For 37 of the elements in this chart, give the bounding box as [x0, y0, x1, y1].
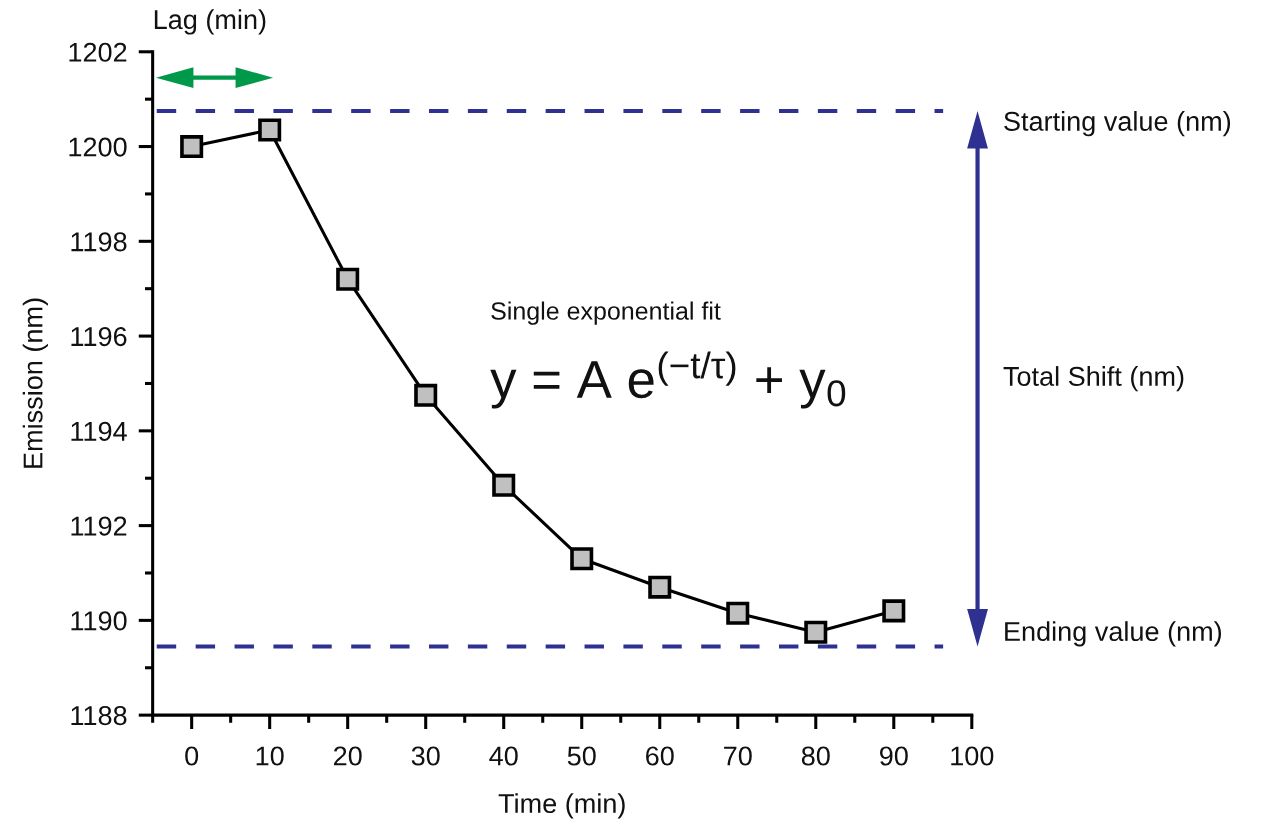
- x-tick-label: 100: [951, 746, 994, 766]
- point: [648, 575, 672, 599]
- point: [180, 135, 204, 159]
- x-tick-label: 50: [567, 746, 596, 766]
- x-tick-label: 90: [880, 746, 908, 766]
- y-axis-title: Emission (nm): [22, 298, 48, 468]
- y-tick-label: 1198: [71, 232, 127, 252]
- x-tick-label: 20: [333, 746, 362, 766]
- x-tick-label: 40: [489, 746, 518, 766]
- ref-line-label: Starting value (nm): [1004, 111, 1231, 137]
- point: [804, 620, 828, 644]
- x-axis-title: Time (min): [498, 793, 625, 819]
- point: [570, 547, 594, 571]
- point: [414, 383, 438, 407]
- text: Total Shift (nm): [1003, 366, 1184, 392]
- y-tick-label: 1194: [71, 421, 127, 441]
- x-tick-label: 80: [801, 746, 830, 766]
- x-tick-label: 30: [411, 746, 440, 766]
- y-tick-label: 1190: [71, 611, 127, 631]
- y-tick-label: 1192: [71, 516, 127, 536]
- x-tick-label: 0: [185, 746, 199, 766]
- annotation: Single exponential fit: [491, 301, 721, 325]
- x-tick-label: 10: [256, 746, 284, 766]
- text: Lag (min): [154, 9, 266, 35]
- y-tick-label: 1202: [69, 42, 127, 62]
- point: [492, 473, 516, 497]
- x-tick-label: 70: [724, 746, 752, 766]
- y-tick-label: 1188: [71, 706, 127, 726]
- point: [336, 267, 360, 291]
- point: [258, 118, 282, 142]
- point: [726, 601, 750, 625]
- y-tick-label: 1196: [71, 326, 127, 347]
- annotation: y = A e$^{(−t/τ)}$ + y$_{0}$: [490, 351, 846, 409]
- point: [882, 599, 906, 623]
- x-tick-label: 60: [646, 746, 674, 766]
- ref-line-label: Ending value (nm): [1005, 621, 1222, 647]
- y-tick-label: 1200: [69, 137, 127, 157]
